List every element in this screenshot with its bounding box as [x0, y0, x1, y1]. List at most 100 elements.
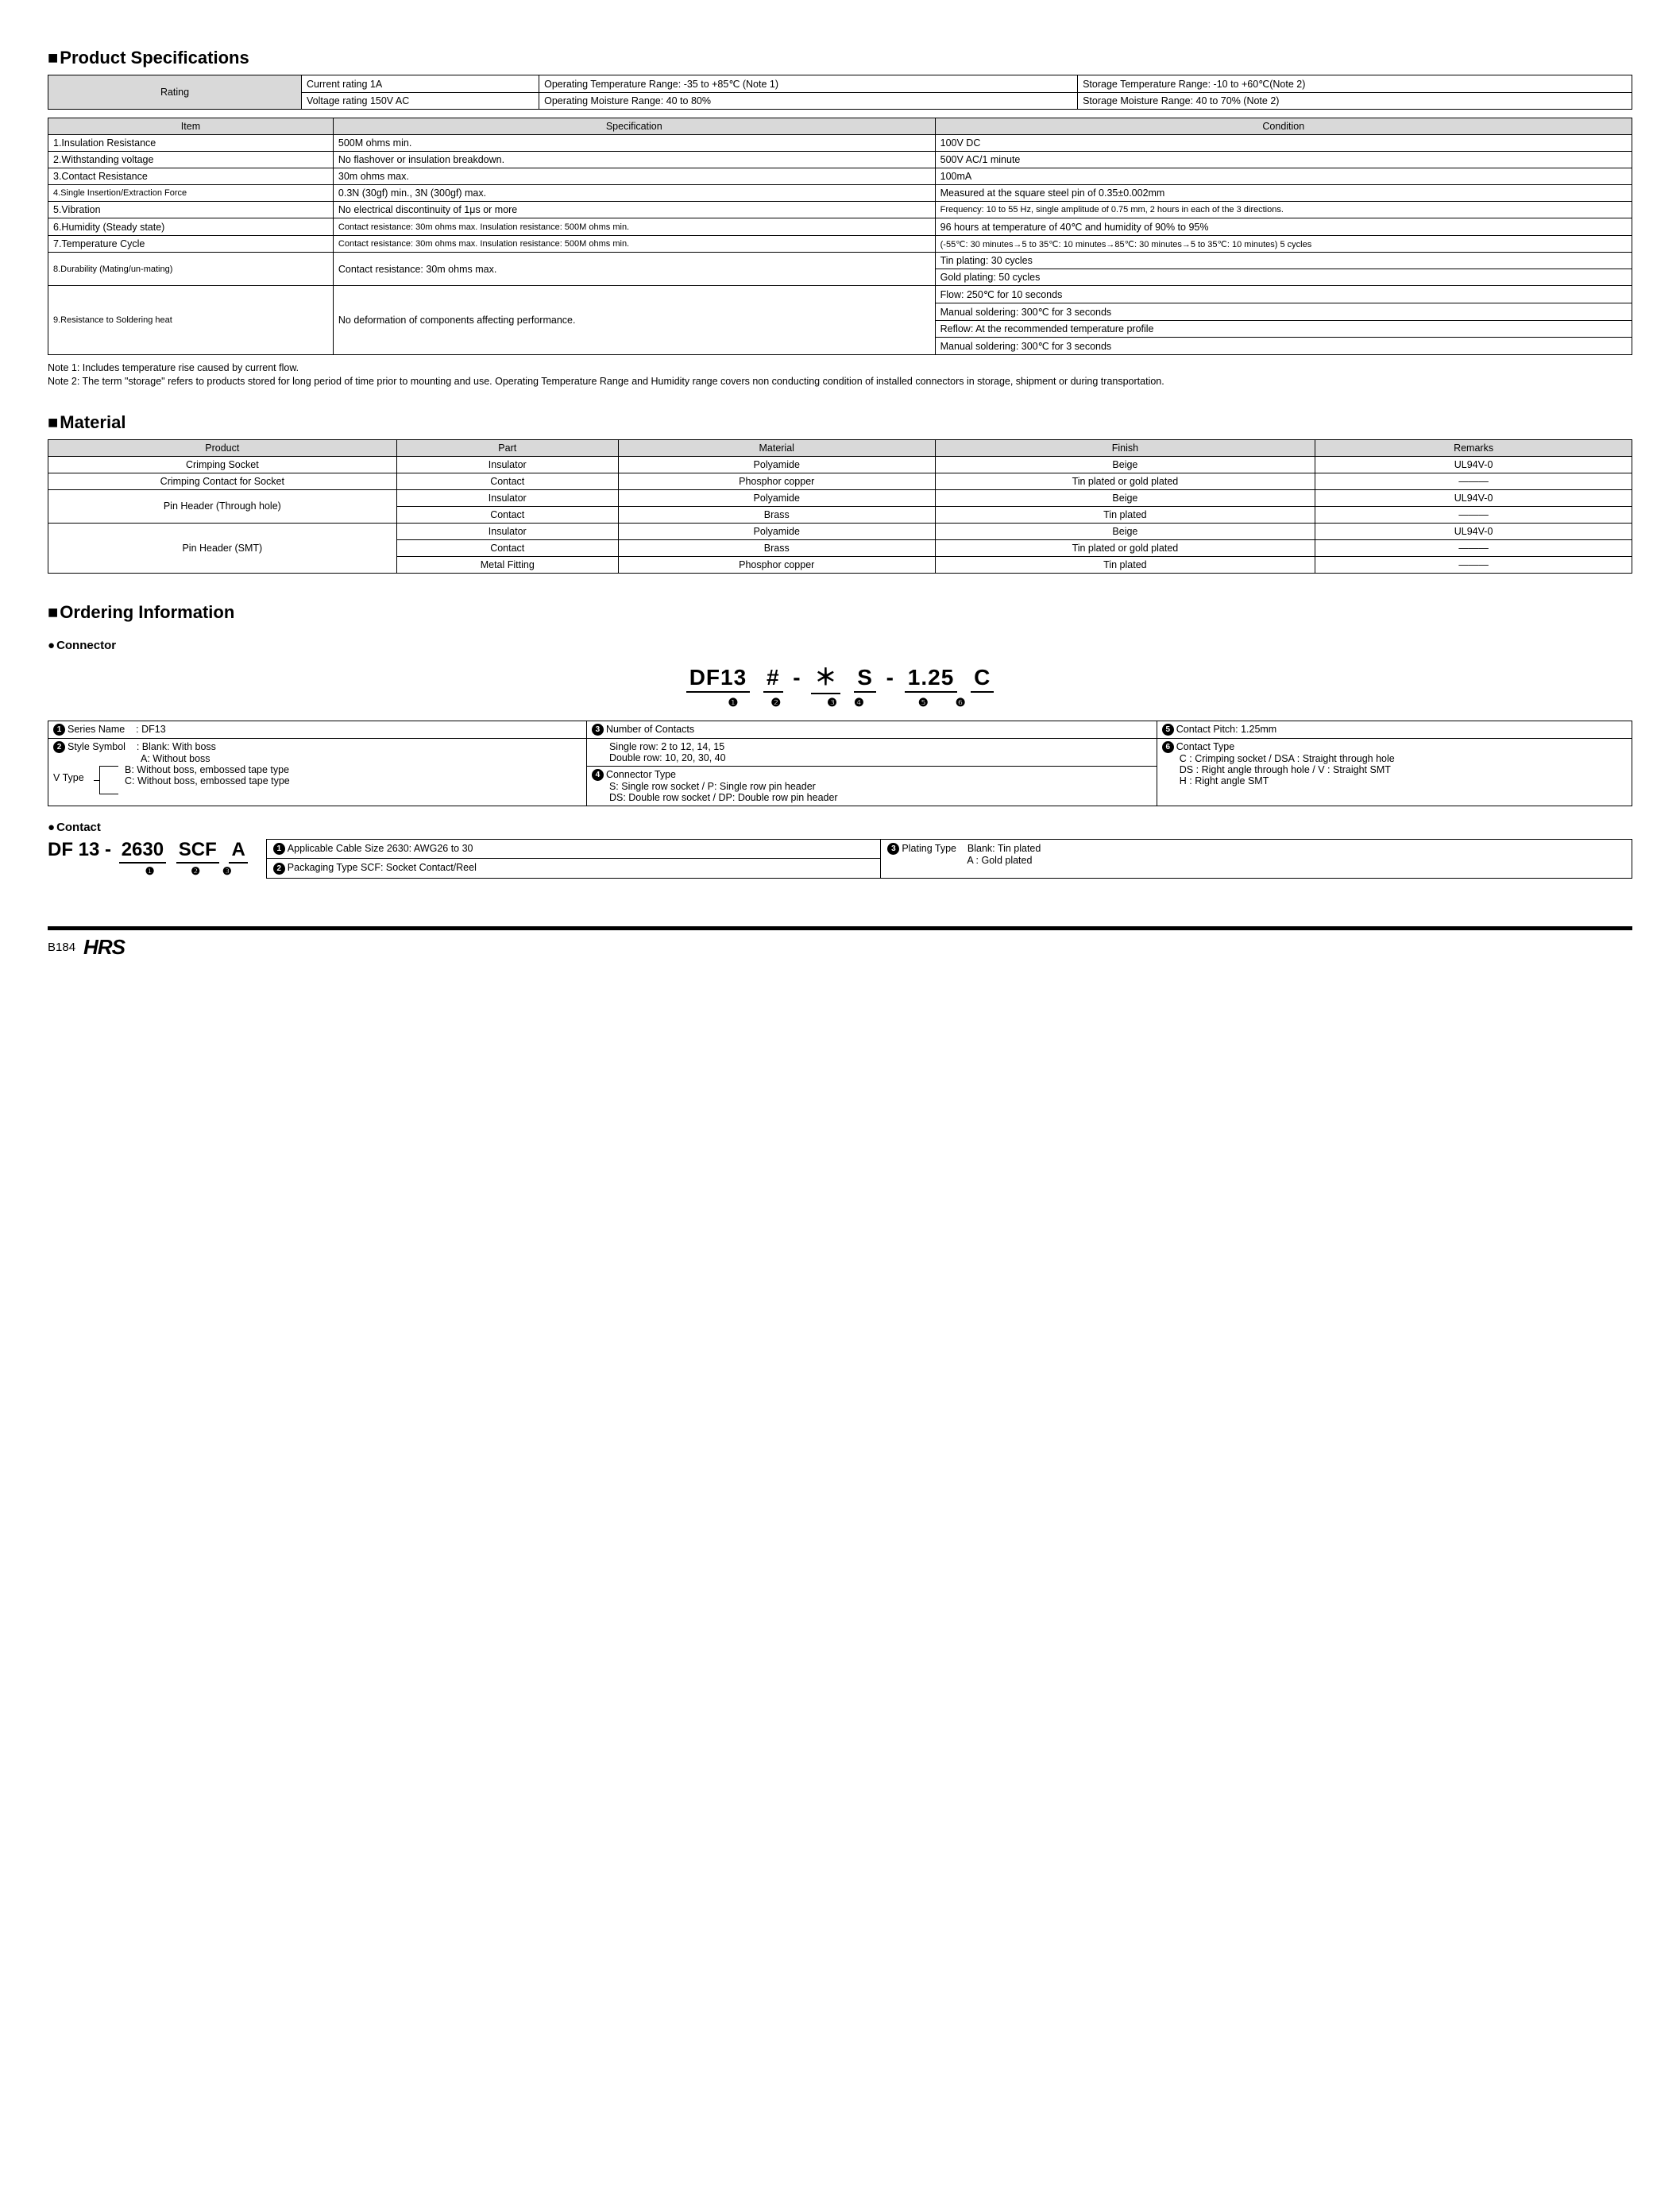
- rating-label: Rating: [48, 75, 302, 110]
- sub-title-connector: Connector: [48, 639, 1632, 652]
- mat-finish: Tin plated: [935, 506, 1315, 523]
- spec-cond: Gold plating: 50 cycles: [935, 269, 1632, 286]
- page-footer: B184 HRS: [48, 926, 1632, 960]
- pn-seg-2: SCF: [176, 839, 219, 864]
- spec-cond: (-55℃: 30 minutes→5 to 35℃: 10 minutes→8…: [935, 236, 1632, 253]
- spec-cond: Measured at the square steel pin of 0.35…: [935, 185, 1632, 202]
- spec-item: 6.Humidity (Steady state): [48, 218, 334, 236]
- pn-seg-3: ＊: [811, 660, 840, 694]
- idx-4: ❹: [847, 696, 871, 709]
- mat-product: Pin Header (Through hole): [48, 489, 397, 523]
- legend-text: Single row: 2 to 12, 14, 15: [592, 741, 1152, 752]
- mat-part: Contact: [396, 539, 618, 556]
- spec-hdr-cond: Condition: [935, 118, 1632, 135]
- spec-spec: Contact resistance: 30m ohms max. Insula…: [333, 236, 935, 253]
- spec-cond: 100V DC: [935, 135, 1632, 152]
- circle-3-icon: 3: [887, 843, 899, 855]
- mat-part: Contact: [396, 473, 618, 489]
- spec-spec: 500M ohms min.: [333, 135, 935, 152]
- mat-material: Polyamide: [618, 489, 935, 506]
- mat-hdr-material: Material: [618, 439, 935, 456]
- connector-part-index: ❶ ❷ ❸ ❹ ❺ ❻: [48, 696, 1632, 709]
- mat-remarks: ———: [1315, 539, 1632, 556]
- mat-remarks: UL94V-0: [1315, 456, 1632, 473]
- spec-item: 3.Contact Resistance: [48, 168, 334, 185]
- legend-text: Applicable Cable Size 2630: AWG26 to 30: [288, 843, 473, 854]
- mat-remarks: UL94V-0: [1315, 523, 1632, 539]
- legend-text: Blank: Tin plated: [967, 843, 1041, 854]
- spec-spec: 30m ohms max.: [333, 168, 935, 185]
- mat-finish: Tin plated or gold plated: [935, 539, 1315, 556]
- spec-item: 1.Insulation Resistance: [48, 135, 334, 152]
- pn-sep: -: [105, 839, 111, 860]
- rating-st-temp: Storage Temperature Range: -10 to +60℃(N…: [1078, 75, 1632, 93]
- legend-text: Packaging Type SCF: Socket Contact/Reel: [288, 862, 477, 873]
- mat-part: Metal Fitting: [396, 556, 618, 573]
- mat-material: Phosphor copper: [618, 473, 935, 489]
- spec-table: Item Specification Condition 1.Insulatio…: [48, 118, 1632, 355]
- legend-text: Contact Pitch: 1.25mm: [1176, 724, 1276, 735]
- spec-cond: 500V AC/1 minute: [935, 152, 1632, 168]
- spec-cond: Manual soldering: 300℃ for 3 seconds: [935, 338, 1632, 355]
- legend-text: H : Right angle SMT: [1162, 775, 1627, 786]
- section-title-material: Material: [48, 412, 1632, 433]
- mat-product: Crimping Socket: [48, 456, 397, 473]
- page-number: B184: [48, 941, 75, 954]
- mat-finish: Beige: [935, 489, 1315, 506]
- legend-text: A: Without boss: [53, 753, 581, 764]
- spec-spec: No deformation of components affecting p…: [333, 286, 935, 355]
- vtype-label: V Type: [53, 772, 84, 783]
- idx-1: ❶: [708, 696, 759, 709]
- mat-hdr-product: Product: [48, 439, 397, 456]
- mat-remarks: ———: [1315, 556, 1632, 573]
- legend-text: DS : Right angle through hole / V : Stra…: [1162, 764, 1627, 775]
- circle-3-icon: 3: [592, 724, 604, 736]
- idx-3: ❸: [821, 696, 844, 709]
- legend-label: Number of Contacts: [606, 724, 694, 735]
- mat-part: Insulator: [396, 456, 618, 473]
- spec-cond: 100mA: [935, 168, 1632, 185]
- spec-spec: 0.3N (30gf) min., 3N (300gf) max.: [333, 185, 935, 202]
- circle-2-icon: 2: [53, 741, 65, 753]
- mat-part: Contact: [396, 506, 618, 523]
- legend-text: C: Without boss, embossed tape type: [125, 775, 581, 786]
- mat-finish: Tin plated: [935, 556, 1315, 573]
- spec-cond: Frequency: 10 to 55 Hz, single amplitude…: [935, 202, 1632, 218]
- spec-item: 9.Resistance to Soldering heat: [48, 286, 334, 355]
- idx-2: ❷: [762, 696, 790, 709]
- legend-text: : Blank: With boss: [137, 741, 216, 752]
- bracket-icon: [99, 766, 118, 794]
- mat-material: Phosphor copper: [618, 556, 935, 573]
- legend-text: B: Without boss, embossed tape type: [125, 764, 581, 775]
- spec-cond: Manual soldering: 300℃ for 3 seconds: [935, 303, 1632, 321]
- legend-text: A : Gold plated: [887, 855, 1625, 866]
- mat-hdr-finish: Finish: [935, 439, 1315, 456]
- mat-remarks: ———: [1315, 473, 1632, 489]
- pn-seg-1: DF13: [686, 665, 750, 693]
- rating-current: Current rating 1A: [302, 75, 539, 93]
- circle-1-icon: 1: [273, 843, 285, 855]
- material-table: Product Part Material Finish Remarks Cri…: [48, 439, 1632, 574]
- pn-seg-1: 2630: [119, 839, 166, 864]
- rating-op-moist: Operating Moisture Range: 40 to 80%: [539, 93, 1078, 110]
- legend-label: Plating Type: [902, 843, 956, 854]
- circle-5-icon: 5: [1162, 724, 1174, 736]
- mat-finish: Beige: [935, 456, 1315, 473]
- mat-finish: Beige: [935, 523, 1315, 539]
- legend-text: S: Single row socket / P: Single row pin…: [592, 781, 1152, 792]
- spec-cond: Tin plating: 30 cycles: [935, 253, 1632, 269]
- mat-material: Polyamide: [618, 456, 935, 473]
- mat-part: Insulator: [396, 489, 618, 506]
- idx-6: ❻: [948, 696, 972, 709]
- section-title-ordering: Ordering Information: [48, 602, 1632, 623]
- rating-op-temp: Operating Temperature Range: -35 to +85℃…: [539, 75, 1078, 93]
- contact-ordering-row: DF 13 - 2630 SCF A ❶ ❷ ❸ 1Applicable Cab…: [48, 839, 1632, 878]
- legend-text: Double row: 10, 20, 30, 40: [592, 752, 1152, 763]
- contact-legend-table: 1Applicable Cable Size 2630: AWG26 to 30…: [266, 839, 1632, 878]
- spec-spec: No electrical discontinuity of 1μs or mo…: [333, 202, 935, 218]
- legend-label: Contact Type: [1176, 741, 1234, 752]
- spec-item: 7.Temperature Cycle: [48, 236, 334, 253]
- pn-sep: -: [886, 665, 894, 690]
- rating-voltage: Voltage rating 150V AC: [302, 93, 539, 110]
- circle-2-icon: 2: [273, 863, 285, 875]
